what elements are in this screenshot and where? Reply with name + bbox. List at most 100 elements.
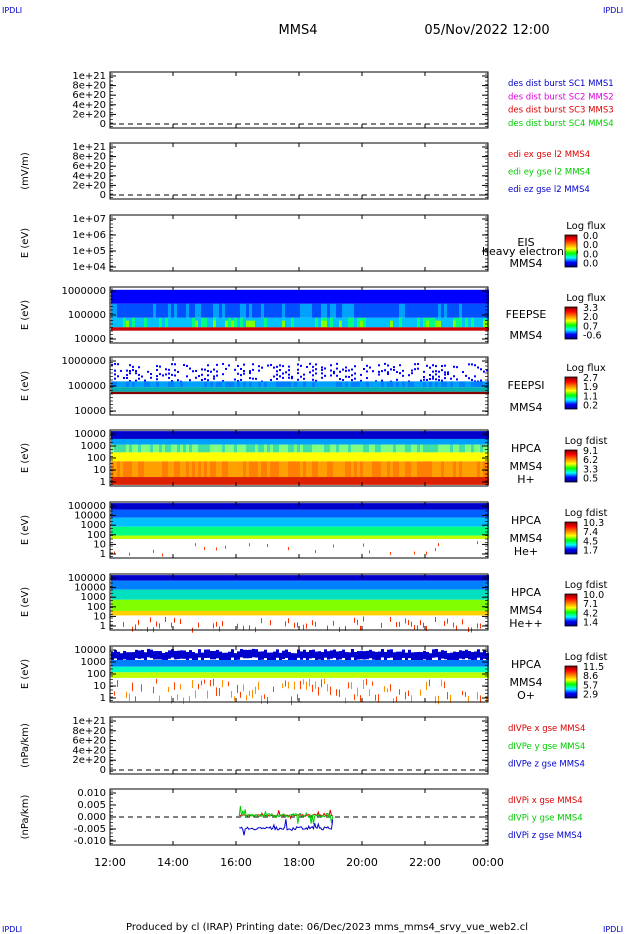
panel-8-side-label: He++ xyxy=(509,617,542,630)
panel-4-side-label: FEEPSE xyxy=(506,308,547,321)
panel-3-frame xyxy=(109,214,489,272)
panel-3-side-label: EIS xyxy=(517,236,534,249)
panel-5-ylabel: E (eV) xyxy=(20,371,31,401)
legend-entry: dIVPi x gse MMS4 xyxy=(508,796,583,806)
panel-10-ylabel: (nPa/km) xyxy=(20,723,31,768)
panel-4-ytick: 1000000 xyxy=(61,286,106,297)
time-tick-label: 00:00 xyxy=(472,856,504,869)
panel-7-ytick: 1 xyxy=(100,549,106,560)
panel-3-cbar-tick: 0.0 xyxy=(583,249,598,260)
series-line-2 xyxy=(238,806,334,825)
panel-5-cbar-title: Log flux xyxy=(566,363,606,374)
panel-6-cbar-tick: 0.5 xyxy=(583,473,598,484)
panel-8-side-label: HPCA xyxy=(511,586,542,599)
panel-1-ytick: 8e+20 xyxy=(72,81,106,92)
panel-6-side-label: MMS4 xyxy=(510,460,543,473)
panel-5-cbar-tick: 1.9 xyxy=(583,382,598,393)
panel-11-ytick: -0.005 xyxy=(74,824,106,835)
panel-3-ytick: 1e+04 xyxy=(72,262,106,273)
panel-9-side-label: MMS4 xyxy=(510,676,543,689)
panel-2-ytick: 6e+20 xyxy=(72,161,106,172)
corner-label-tr: IPDLI xyxy=(603,6,623,15)
panel-9-cbar-tick: 11.5 xyxy=(583,662,604,673)
panel-6-side-label: HPCA xyxy=(511,442,542,455)
panel-11-ytick: 0.005 xyxy=(77,800,106,811)
panel-7-side-label: He+ xyxy=(514,545,538,558)
panel-4-cbar-tick: -0.6 xyxy=(583,330,602,341)
time-tick-label: 14:00 xyxy=(157,856,189,869)
legend-entry: dIVPi z gse MMS4 xyxy=(508,831,582,841)
panel-4-cbar-title: Log flux xyxy=(566,293,606,304)
panel-8-cbar-title: Log fdist xyxy=(565,580,608,591)
panel-5-side-label: FEEPSI xyxy=(507,379,544,392)
corner-label-br: IPDLI xyxy=(603,925,623,934)
legend-entry: dIVPe x gse MMS4 xyxy=(508,724,585,734)
panel-10-ytick: 2e+20 xyxy=(72,755,106,766)
footer-text: Produced by cl (IRAP) Printing date: 06/… xyxy=(126,922,528,933)
panel-5-side-label: MMS4 xyxy=(510,401,543,414)
panel-3-ytick: 1e+06 xyxy=(72,230,106,241)
panel-11-ylabel: (nPa/km) xyxy=(20,795,31,840)
panel-9-ytick: 10000 xyxy=(74,645,106,656)
panel-8-ytick: 10000 xyxy=(74,583,106,594)
panel-2-ytick: 0 xyxy=(100,190,106,201)
panel-9-side-label: HPCA xyxy=(511,658,542,671)
panel-5-colorbar xyxy=(564,376,578,410)
panel-3-ytick: 1e+07 xyxy=(72,214,106,225)
panel-6-ytick: 1 xyxy=(100,477,106,488)
panel-3-overlay-text: heavy electron to xyxy=(482,245,579,258)
panel-6-ytick: 10 xyxy=(93,465,106,476)
panel-3-cbar-tick: 0.0 xyxy=(583,240,598,251)
panel-7-ytick: 100000 xyxy=(68,501,106,512)
panel-2-ytick: 8e+20 xyxy=(72,152,106,163)
panel-5-ytick: 100000 xyxy=(68,381,106,392)
panel-1-ytick: 1e+21 xyxy=(72,71,106,82)
legend-entry: edi ex gse l2 MMS4 xyxy=(508,150,590,160)
panel-4-ytick: 10000 xyxy=(74,334,106,345)
panel-6-ytick: 100 xyxy=(87,453,106,464)
panel-7-ytick: 10000 xyxy=(74,511,106,522)
panel-5-cbar-tick: 1.1 xyxy=(583,391,598,402)
panel-1-ytick: 6e+20 xyxy=(72,90,106,101)
time-tick-label: 16:00 xyxy=(220,856,252,869)
panel-9-side-label: O+ xyxy=(517,689,535,702)
panel-8-cbar-tick: 10.0 xyxy=(583,590,604,601)
time-tick-label: 18:00 xyxy=(283,856,315,869)
panel-10-ytick: 4e+20 xyxy=(72,745,106,756)
panel-10-ytick: 0 xyxy=(100,765,106,776)
panel-7-cbar-title: Log fdist xyxy=(565,508,608,519)
legend-entry: dIVPi y gse MMS4 xyxy=(508,814,583,824)
panel-8-ytick: 10 xyxy=(93,611,106,622)
panel-10-frame xyxy=(109,716,489,775)
panel-10-ytick: 6e+20 xyxy=(72,736,106,747)
panel-9-ytick: 100 xyxy=(87,669,106,680)
legend-entry: des dist burst SC2 MMS2 xyxy=(508,92,614,102)
panel-5-ytick: 10000 xyxy=(74,406,106,417)
panel-3-cbar-tick: 0.0 xyxy=(583,231,598,242)
panel-6-cbar-title: Log fdist xyxy=(565,436,608,447)
legend-entry: des dist burst SC3 MMS3 xyxy=(508,106,614,116)
panel-5-cbar-tick: 0.2 xyxy=(583,400,598,411)
panel-6-ytick: 10000 xyxy=(74,429,106,440)
panel-2-ylabel: (mV/m) xyxy=(20,152,31,190)
panel-8-ytick: 1000 xyxy=(81,592,106,603)
panel-7-cbar-tick: 4.5 xyxy=(583,536,598,547)
panel-3-cbar-tick: 0.0 xyxy=(583,258,598,269)
legend-entry: edi ez gse l2 MMS4 xyxy=(508,185,590,195)
panel-2-ytick: 1e+21 xyxy=(72,142,106,153)
panel-9-cbar-tick: 8.6 xyxy=(583,671,598,682)
series-line-3 xyxy=(239,819,334,836)
panel-2-ytick: 2e+20 xyxy=(72,180,106,191)
panel-6-ylabel: E (eV) xyxy=(20,443,31,473)
panel-9-cbar-tick: 5.7 xyxy=(583,680,598,691)
panel-8-side-label: MMS4 xyxy=(510,604,543,617)
panel-8-cbar-tick: 4.2 xyxy=(583,608,598,619)
panel-4-ylabel: E (eV) xyxy=(20,300,31,330)
panel-7-ytick: 1000 xyxy=(81,520,106,531)
